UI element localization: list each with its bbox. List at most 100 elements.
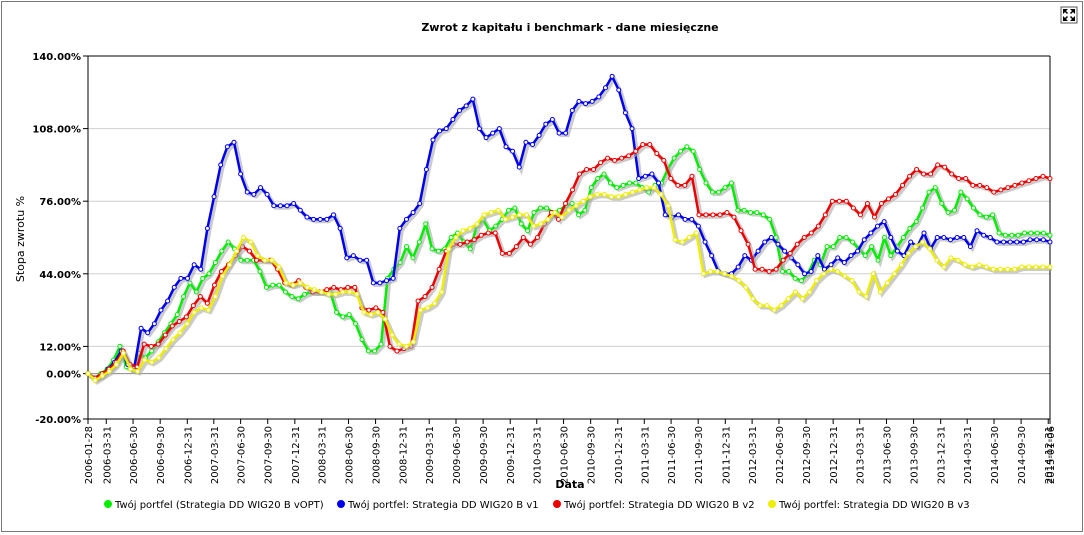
data-point[interactable] (437, 128, 443, 134)
data-point[interactable] (662, 212, 668, 218)
data-point[interactable] (282, 289, 288, 295)
data-point[interactable] (690, 148, 696, 154)
data-point[interactable] (828, 262, 834, 268)
data-point[interactable] (403, 216, 409, 222)
data-point[interactable] (390, 275, 396, 281)
data-point[interactable] (848, 253, 854, 259)
data-point[interactable] (742, 253, 748, 259)
data-point[interactable] (649, 171, 655, 177)
data-point[interactable] (722, 185, 728, 191)
data-point[interactable] (1047, 176, 1053, 182)
data-point[interactable] (672, 237, 678, 243)
data-point[interactable] (1001, 239, 1007, 245)
data-point[interactable] (423, 221, 429, 227)
data-point[interactable] (224, 144, 230, 150)
data-point[interactable] (457, 107, 463, 113)
data-point[interactable] (425, 305, 431, 311)
data-point[interactable] (149, 359, 155, 365)
data-point[interactable] (248, 239, 254, 245)
data-point[interactable] (939, 200, 945, 206)
data-point[interactable] (289, 293, 295, 299)
data-point[interactable] (467, 225, 473, 231)
data-point[interactable] (778, 303, 784, 309)
data-point[interactable] (927, 246, 933, 252)
data-point[interactable] (204, 300, 210, 306)
data-point[interactable] (257, 185, 263, 191)
data-point[interactable] (478, 232, 484, 238)
data-point[interactable] (333, 291, 339, 297)
data-point[interactable] (976, 262, 982, 268)
data-point[interactable] (914, 166, 920, 172)
data-point[interactable] (815, 253, 821, 259)
data-point[interactable] (647, 141, 653, 147)
data-point[interactable] (384, 278, 390, 284)
data-point[interactable] (492, 230, 498, 236)
data-point[interactable] (926, 189, 932, 195)
data-point[interactable] (231, 139, 237, 145)
data-point[interactable] (766, 269, 772, 275)
data-point[interactable] (633, 148, 639, 154)
data-point[interactable] (762, 239, 768, 245)
data-point[interactable] (1026, 264, 1032, 270)
data-point[interactable] (370, 280, 376, 286)
data-point[interactable] (357, 257, 363, 263)
data-point[interactable] (745, 241, 751, 247)
data-point[interactable] (234, 248, 240, 254)
data-point[interactable] (181, 293, 187, 299)
data-point[interactable] (505, 207, 511, 213)
data-point[interactable] (974, 228, 980, 234)
data-point[interactable] (623, 191, 629, 197)
data-point[interactable] (609, 73, 615, 79)
data-point[interactable] (799, 296, 805, 302)
data-point[interactable] (942, 164, 948, 170)
data-point[interactable] (138, 325, 144, 331)
data-point[interactable] (881, 219, 887, 225)
data-point[interactable] (947, 237, 953, 243)
data-point[interactable] (857, 212, 863, 218)
data-point[interactable] (888, 253, 894, 259)
data-point[interactable] (962, 262, 968, 268)
data-point[interactable] (900, 235, 906, 240)
data-point[interactable] (347, 289, 353, 295)
data-point[interactable] (686, 235, 692, 240)
data-point[interactable] (885, 196, 891, 202)
data-point[interactable] (241, 235, 247, 240)
data-point[interactable] (941, 264, 947, 270)
data-point[interactable] (212, 293, 218, 299)
data-point[interactable] (881, 235, 887, 240)
data-point[interactable] (636, 176, 642, 182)
data-point[interactable] (920, 205, 926, 211)
data-point[interactable] (1019, 264, 1025, 270)
data-point[interactable] (608, 194, 614, 200)
data-point[interactable] (439, 289, 445, 295)
data-point[interactable] (177, 330, 183, 336)
data-point[interactable] (991, 189, 997, 195)
data-point[interactable] (513, 244, 519, 250)
data-point[interactable] (775, 241, 781, 247)
data-point[interactable] (516, 212, 522, 218)
data-point[interactable] (530, 141, 536, 147)
data-point[interactable] (884, 280, 890, 286)
data-point[interactable] (1047, 239, 1053, 245)
data-point[interactable] (990, 212, 996, 218)
data-point[interactable] (900, 182, 906, 188)
data-point[interactable] (365, 348, 371, 354)
data-point[interactable] (510, 148, 516, 154)
data-point[interactable] (908, 239, 914, 245)
data-point[interactable] (531, 223, 537, 229)
data-point[interactable] (211, 194, 217, 200)
data-point[interactable] (271, 203, 277, 209)
data-point[interactable] (359, 337, 365, 343)
data-point[interactable] (410, 339, 416, 345)
data-point[interactable] (218, 162, 224, 168)
data-point[interactable] (382, 316, 388, 322)
data-point[interactable] (861, 237, 867, 243)
data-point[interactable] (850, 205, 856, 211)
data-point[interactable] (422, 293, 428, 299)
data-point[interactable] (707, 269, 713, 275)
data-point[interactable] (591, 166, 597, 172)
data-point[interactable] (471, 237, 477, 243)
data-point[interactable] (795, 262, 801, 268)
data-point[interactable] (416, 239, 422, 245)
data-point[interactable] (106, 368, 112, 374)
